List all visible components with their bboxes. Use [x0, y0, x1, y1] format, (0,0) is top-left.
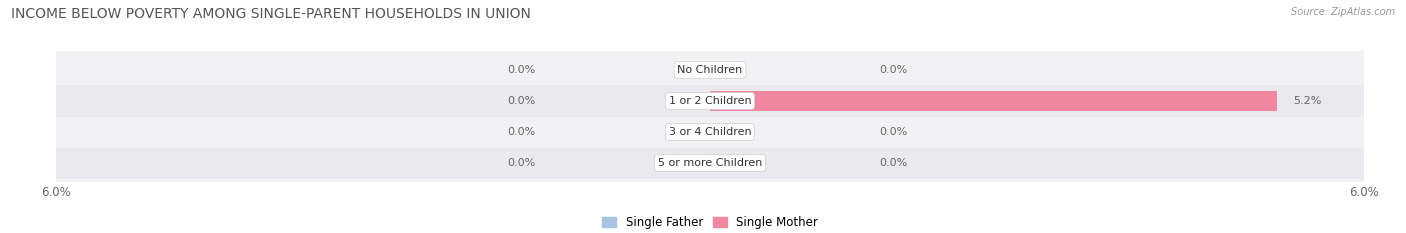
Text: INCOME BELOW POVERTY AMONG SINGLE-PARENT HOUSEHOLDS IN UNION: INCOME BELOW POVERTY AMONG SINGLE-PARENT…	[11, 7, 531, 21]
Text: 0.0%: 0.0%	[508, 65, 536, 75]
Text: Source: ZipAtlas.com: Source: ZipAtlas.com	[1291, 7, 1395, 17]
Text: 0.0%: 0.0%	[879, 158, 907, 168]
Bar	[56, 86, 1364, 116]
Text: 5.2%: 5.2%	[1294, 96, 1322, 106]
Bar	[710, 91, 1277, 111]
Text: No Children: No Children	[678, 65, 742, 75]
Text: 5 or more Children: 5 or more Children	[658, 158, 762, 168]
Text: 3 or 4 Children: 3 or 4 Children	[669, 127, 751, 137]
Text: 0.0%: 0.0%	[879, 65, 907, 75]
Bar	[56, 54, 1364, 86]
Text: 0.0%: 0.0%	[508, 96, 536, 106]
Text: 0.0%: 0.0%	[508, 127, 536, 137]
Bar	[56, 147, 1364, 179]
Bar	[56, 116, 1364, 147]
Text: 0.0%: 0.0%	[879, 127, 907, 137]
Text: 0.0%: 0.0%	[508, 158, 536, 168]
Text: 1 or 2 Children: 1 or 2 Children	[669, 96, 751, 106]
Legend: Single Father, Single Mother: Single Father, Single Mother	[598, 211, 823, 233]
